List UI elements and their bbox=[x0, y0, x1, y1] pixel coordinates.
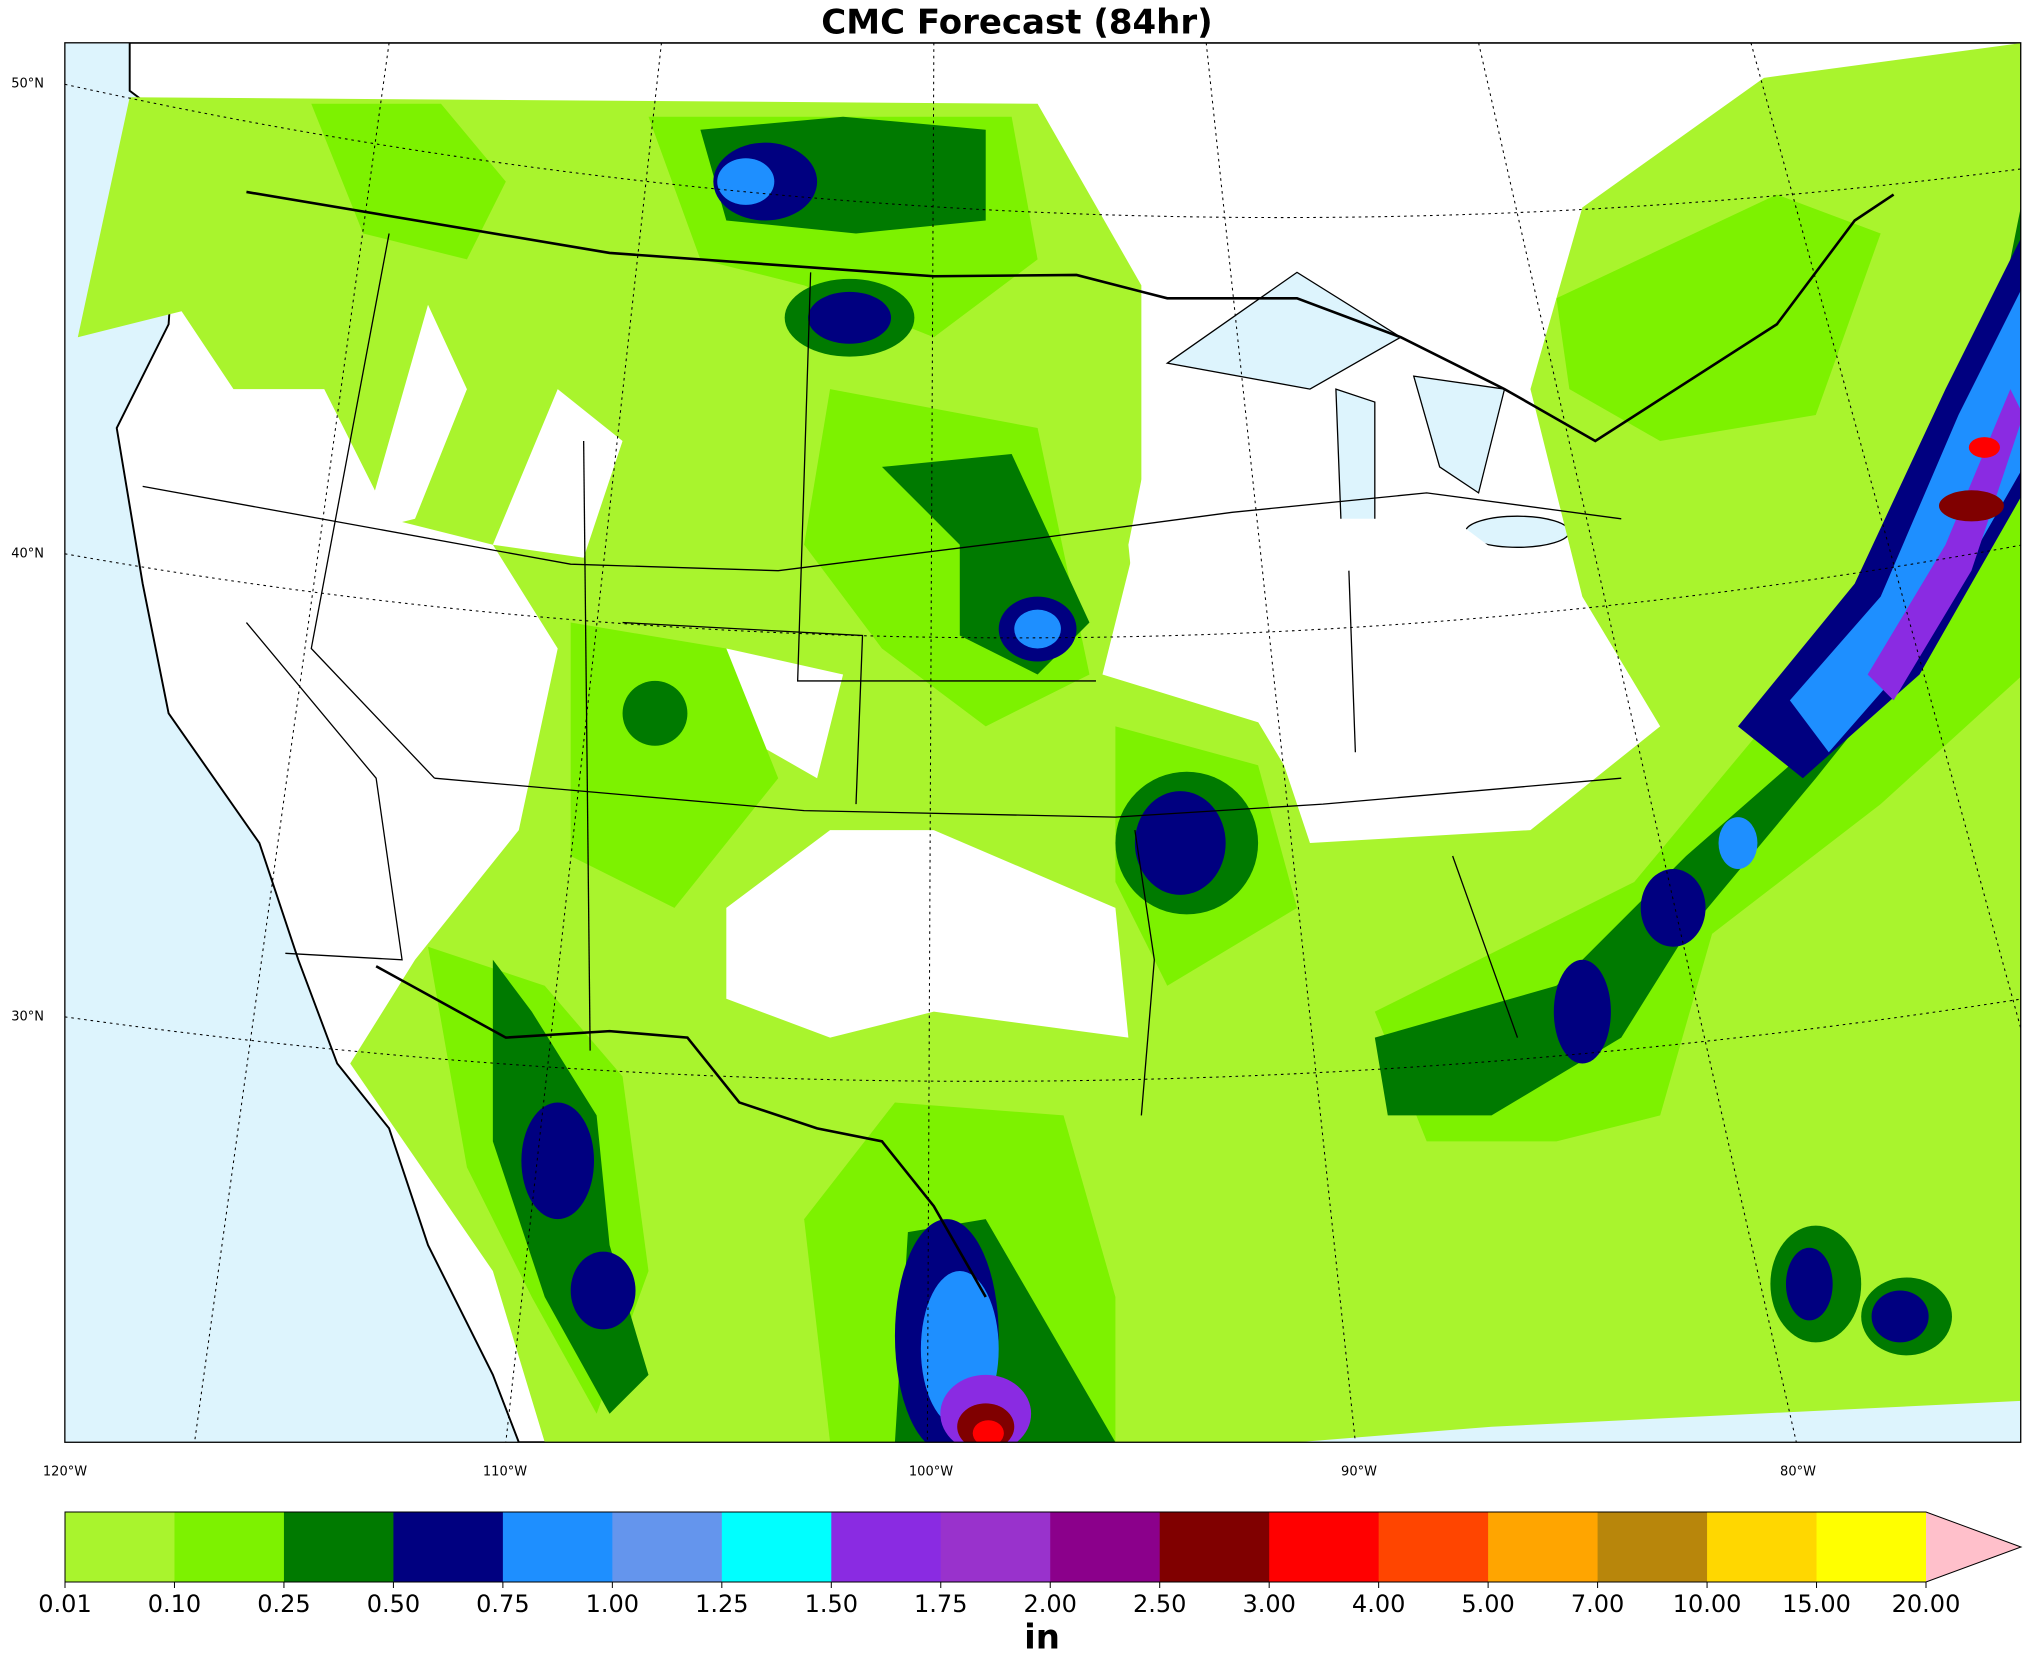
lat-label: 30°N bbox=[11, 1010, 44, 1025]
colorbar-tick-label: 1.25 bbox=[695, 1590, 748, 1618]
colorbar-tick-label: 15.00 bbox=[1782, 1590, 1851, 1618]
colorbar-tick-label: 5.00 bbox=[1461, 1590, 1514, 1618]
colorbar-tick-label: 2.50 bbox=[1133, 1590, 1186, 1618]
state-lines bbox=[142, 233, 1622, 1116]
colorbar-tick-label: 10.00 bbox=[1673, 1590, 1742, 1618]
colorbar-bin bbox=[174, 1512, 285, 1582]
colorbar-frame bbox=[64, 1511, 2023, 1583]
colorbar-tick-label: 7.00 bbox=[1571, 1590, 1624, 1618]
colorbar-tick-label: 0.50 bbox=[367, 1590, 420, 1618]
colorbar-bin bbox=[1269, 1512, 1380, 1582]
colorbar-tick-label: 0.75 bbox=[476, 1590, 529, 1618]
colorbar-bin bbox=[1488, 1512, 1599, 1582]
axis-labels: 50°N 40°N 30°N 120°W 110°W 100°W 90°W 80°W bbox=[11, 77, 1816, 1480]
colorbar-bin bbox=[831, 1512, 942, 1582]
colorbar-tick-label: 1.75 bbox=[914, 1590, 967, 1618]
colorbar-tick-label: 20.00 bbox=[1892, 1590, 1961, 1618]
colorbar-tick-label: 0.10 bbox=[148, 1590, 201, 1618]
colorbar-tick-label: 3.00 bbox=[1242, 1590, 1295, 1618]
colorbar-tick-label: 0.01 bbox=[38, 1590, 91, 1618]
colorbar-bin bbox=[721, 1512, 832, 1582]
colorbar-tick-label: 1.00 bbox=[586, 1590, 639, 1618]
colorbar-bin bbox=[393, 1512, 504, 1582]
lat-label: 40°N bbox=[11, 547, 44, 562]
lon-label: 100°W bbox=[909, 1465, 953, 1480]
colorbar-tick-label: 4.00 bbox=[1352, 1590, 1405, 1618]
lon-label: 120°W bbox=[43, 1465, 87, 1480]
great-lakes bbox=[1165, 271, 1681, 559]
lat-label: 50°N bbox=[11, 77, 44, 92]
map-title: CMC Forecast (84hr) bbox=[821, 3, 1212, 43]
map bbox=[64, 42, 2022, 1443]
lon-label: 110°W bbox=[483, 1465, 527, 1480]
colorbar-bin bbox=[940, 1512, 1051, 1582]
lon-label: 90°W bbox=[1341, 1465, 1377, 1480]
colorbar-extend bbox=[1926, 1512, 2021, 1582]
colorbar-bin bbox=[1816, 1512, 1927, 1582]
colorbar-bin bbox=[65, 1512, 175, 1582]
map-body bbox=[64, 42, 2021, 1443]
colorbar-tick-label: 2.00 bbox=[1024, 1590, 1077, 1618]
colorbar: 0.01 0.10 0.25 0.50 0.75 1.00 1.25 1.50 1.75 2.00… bbox=[38, 1511, 2023, 1618]
colorbar-bin bbox=[1378, 1512, 1489, 1582]
colorbar-bin bbox=[612, 1512, 723, 1582]
colorbar-tick-label: 0.25 bbox=[257, 1590, 310, 1618]
colorbar-bin bbox=[1707, 1512, 1818, 1582]
colorbar-tick-label: 1.50 bbox=[805, 1590, 858, 1618]
graticule bbox=[64, 42, 2021, 1443]
colorbar-bin bbox=[1159, 1512, 1270, 1582]
colorbar-bin bbox=[502, 1512, 613, 1582]
colorbar-bin bbox=[1597, 1512, 1708, 1582]
precip-areas bbox=[77, 43, 2021, 1443]
borders bbox=[246, 190, 1895, 1298]
colorbar-bin bbox=[283, 1512, 394, 1582]
map-frame bbox=[64, 42, 2022, 1443]
colorbar-bin bbox=[1050, 1512, 1161, 1582]
colorbar-label: in bbox=[1024, 1618, 1060, 1658]
lon-label: 80°W bbox=[1780, 1465, 1816, 1480]
